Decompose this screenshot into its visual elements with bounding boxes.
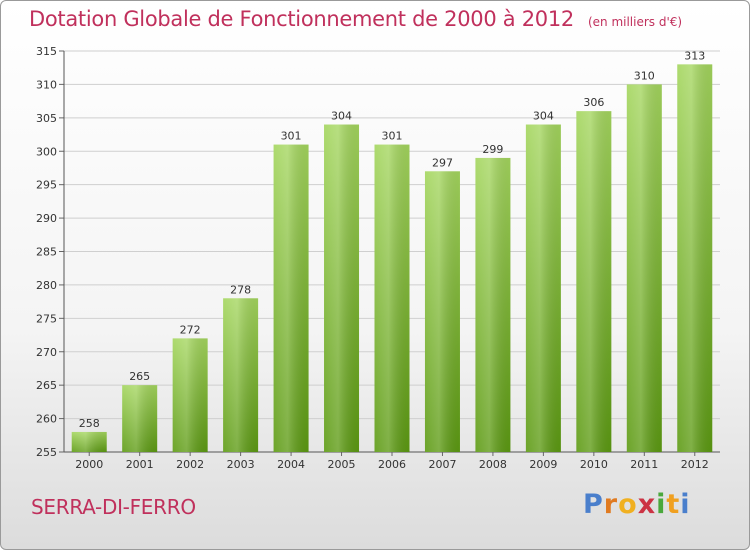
logo-letter: o: [618, 489, 638, 520]
bar-shine: [576, 111, 612, 453]
y-tick-label: 295: [36, 179, 57, 192]
x-tick-label: 2006: [378, 458, 406, 471]
logo-letter: P: [583, 489, 604, 520]
bar-value-label: 265: [129, 370, 150, 383]
x-tick-label: 2003: [227, 458, 255, 471]
x-tick-label: 2012: [681, 458, 709, 471]
bar-shine: [475, 157, 511, 452]
y-tick-label: 255: [36, 446, 57, 459]
commune-name: SERRA-DI-FERRO: [31, 495, 196, 519]
bar-value-label: 310: [634, 69, 655, 82]
x-tick-label: 2008: [479, 458, 507, 471]
bar-value-label: 301: [382, 130, 403, 143]
logo-letter: t: [666, 489, 681, 520]
y-tick-label: 315: [36, 45, 57, 58]
proxiti-logo[interactable]: Proxiti: [583, 489, 691, 520]
y-tick-label: 275: [36, 312, 57, 325]
bar-value-label: 299: [482, 143, 503, 156]
bar-value-label: 304: [331, 110, 352, 123]
logo-letter: r: [603, 489, 619, 520]
x-tick-label: 2011: [630, 458, 658, 471]
bar-value-label: 304: [533, 110, 554, 123]
chart-title: Dotation Globale de Fonctionnement de 20…: [29, 7, 682, 31]
title-text: Dotation Globale de Fonctionnement de 20…: [29, 7, 574, 31]
x-tick-label: 2009: [529, 458, 557, 471]
x-tick-label: 2002: [176, 458, 204, 471]
x-tick-label: 2004: [277, 458, 305, 471]
x-tick-label: 2000: [75, 458, 103, 471]
x-tick-label: 2010: [580, 458, 608, 471]
logo-letter: i: [656, 489, 667, 520]
bar-shine: [273, 144, 309, 453]
x-tick-label: 2001: [126, 458, 154, 471]
bar-value-label: 306: [583, 96, 604, 109]
bar-value-label: 272: [180, 323, 201, 336]
logo-letter: i: [680, 489, 691, 520]
bar-value-label: 301: [281, 130, 302, 143]
y-tick-label: 280: [36, 279, 57, 292]
y-tick-label: 310: [36, 78, 57, 91]
bar-shine: [122, 385, 158, 452]
y-tick-label: 270: [36, 346, 57, 359]
bar-shine: [525, 124, 561, 453]
y-tick-label: 305: [36, 112, 57, 125]
y-tick-label: 265: [36, 379, 57, 392]
y-tick-label: 300: [36, 145, 57, 158]
bar-value-label: 278: [230, 283, 251, 296]
bar-shine: [374, 144, 410, 453]
x-tick-label: 2007: [428, 458, 456, 471]
bar-value-label: 258: [79, 417, 100, 430]
chart-subtitle: (en milliers d'€): [587, 15, 683, 29]
bar-value-label: 297: [432, 156, 453, 169]
y-tick-label: 285: [36, 246, 57, 259]
x-tick-label: 2005: [328, 458, 356, 471]
bar-shine: [172, 338, 208, 452]
bar-shine: [324, 124, 360, 453]
y-tick-label: 260: [36, 413, 57, 426]
bar-shine: [223, 298, 259, 452]
bar-shine: [626, 84, 662, 453]
bar-shine: [71, 431, 107, 452]
logo-letter: x: [637, 489, 657, 520]
bar-value-label: 313: [684, 49, 705, 62]
y-tick-label: 290: [36, 212, 57, 225]
bar-shine: [424, 171, 460, 453]
bar-shine: [677, 64, 713, 452]
